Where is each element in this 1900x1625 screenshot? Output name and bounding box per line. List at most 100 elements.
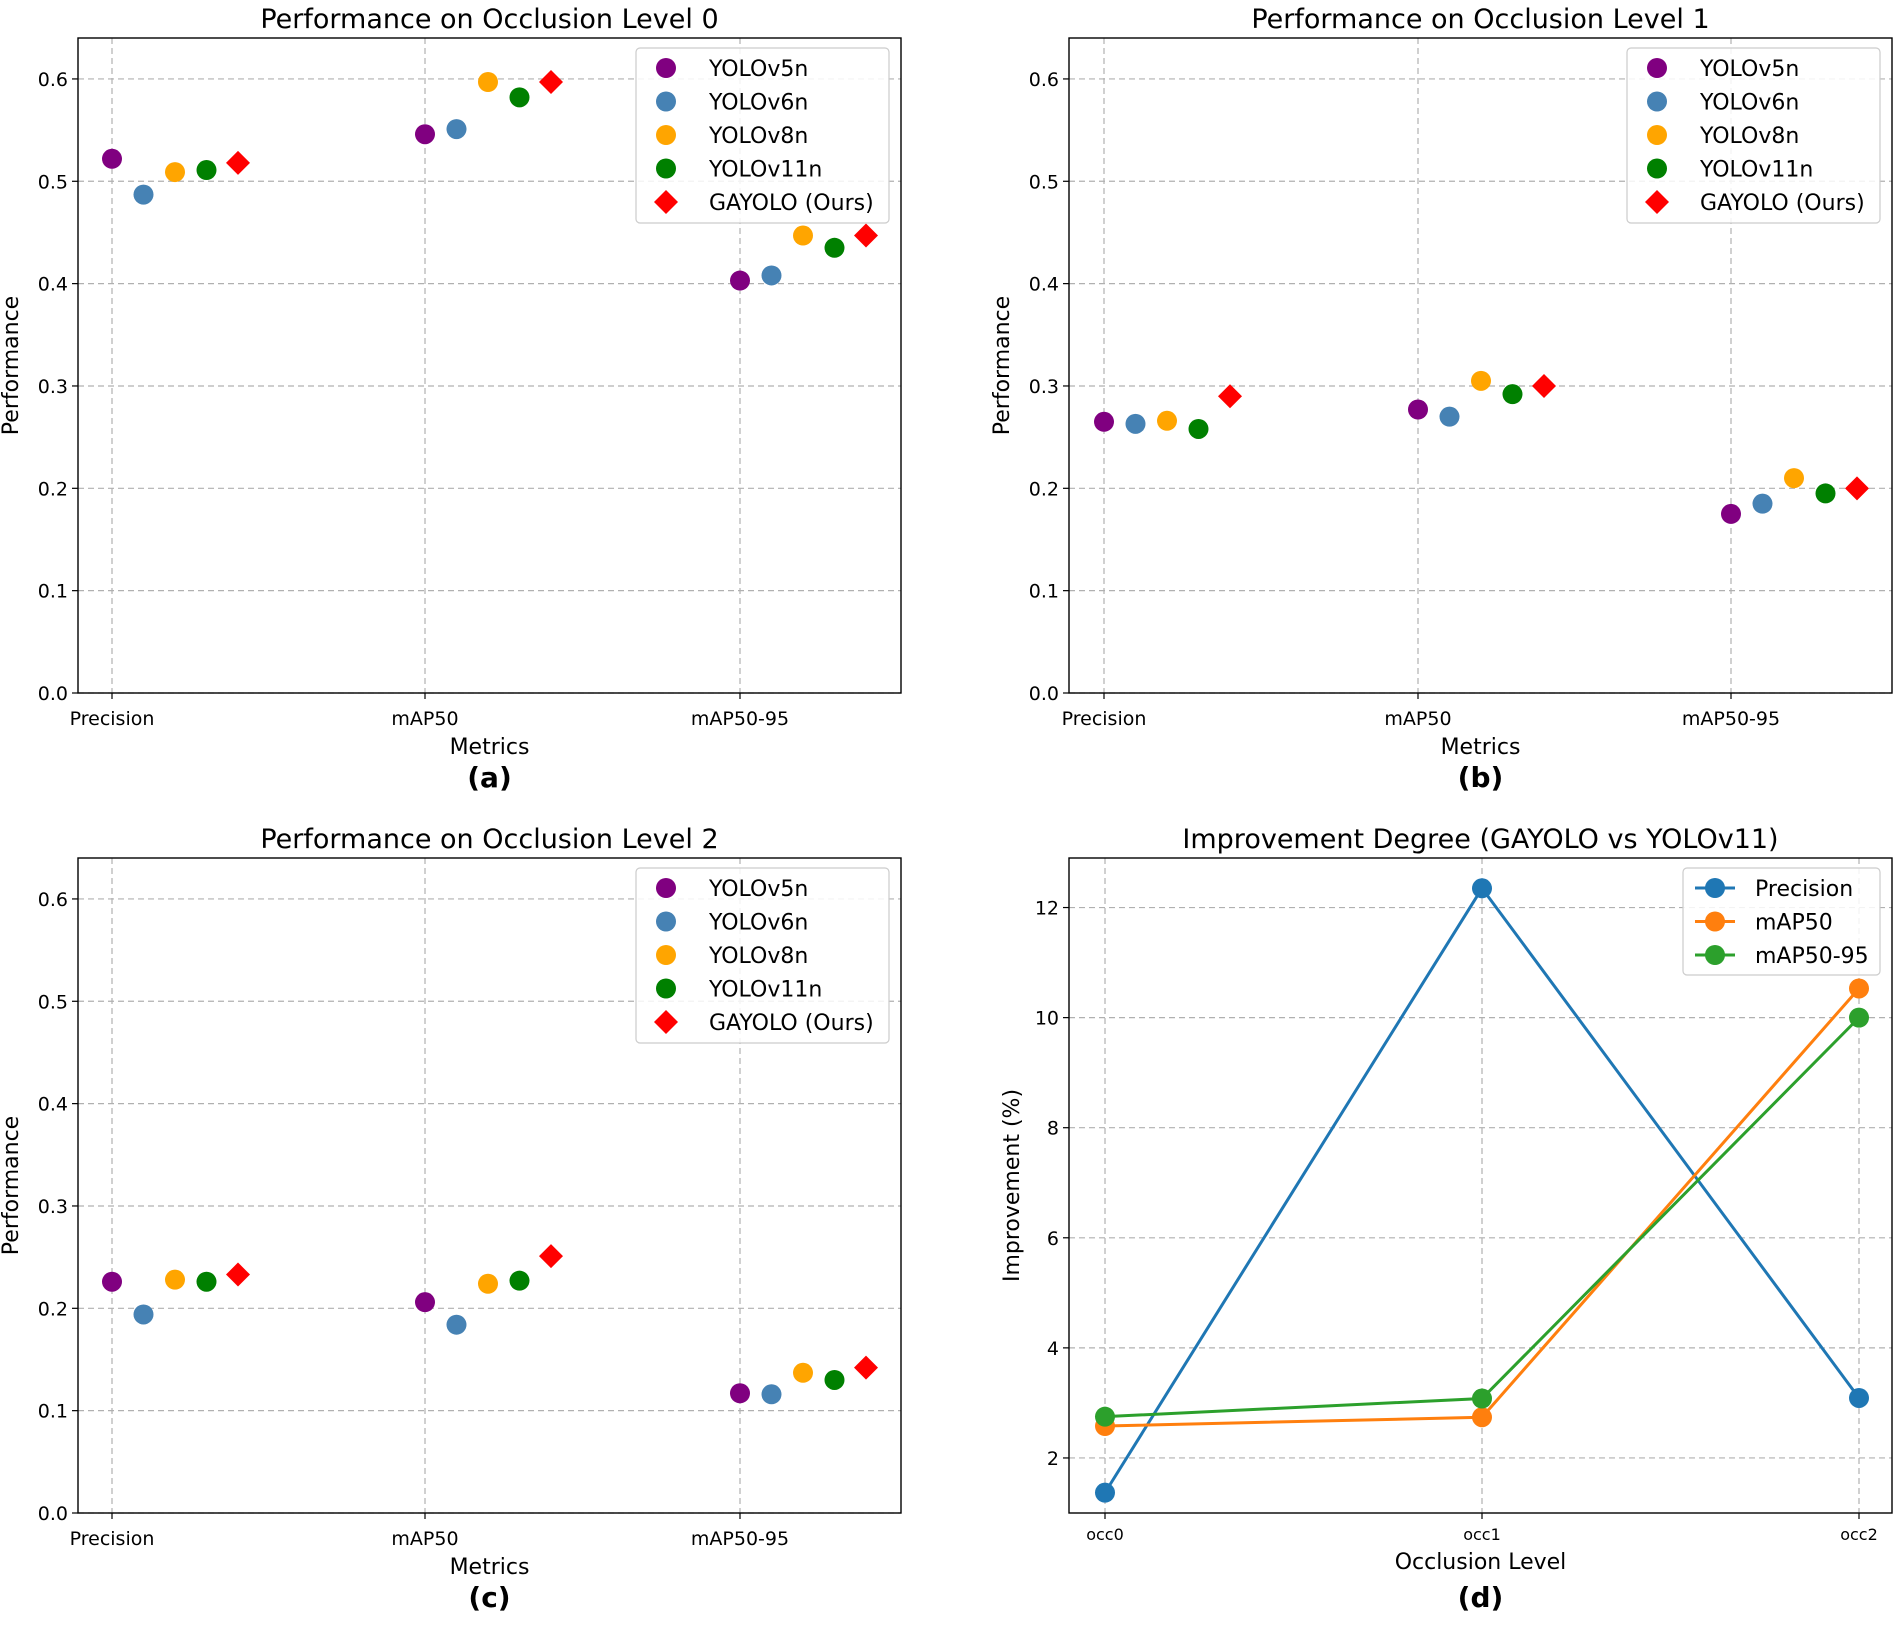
- point-yolov5n-map50: [415, 1292, 435, 1313]
- legend: YOLOv5n YOLOv6n YOLOv8n YOLOv11n GAYOLO (Our…: [1626, 47, 1881, 224]
- y-tick-label: 10: [1035, 1008, 1059, 1030]
- point-yolov5n-precision: [102, 148, 122, 169]
- plot-frame: [1068, 37, 1893, 694]
- legend-marker-yolov8n: [656, 125, 676, 145]
- point-yolov11n-precision: [196, 160, 217, 181]
- chart-title: Performance on Occlusion Level 0: [260, 4, 718, 35]
- subfigure-label: (b): [1458, 761, 1504, 794]
- legend-box: [1626, 47, 1881, 224]
- x-tick-label: mAP50-95: [1682, 708, 1780, 730]
- point-yolov11n-map50: [509, 87, 530, 108]
- legend-marker-yolov6n: [1647, 91, 1667, 112]
- legend-label: YOLOv6n: [1699, 91, 1799, 116]
- y-tick-label: 0.1: [38, 1401, 68, 1423]
- legend-marker-yolov5n: [1647, 58, 1667, 78]
- point-yolov8n-map50-95: [1784, 468, 1804, 489]
- legend-label: YOLOv5n: [708, 57, 808, 82]
- point-yolov8n-precision: [1157, 410, 1177, 431]
- y-axis-label: Improvement (%): [1000, 1089, 1025, 1282]
- point-map50-95-occ2: [1849, 1007, 1869, 1028]
- y-tick-label: 0.2: [38, 1298, 68, 1320]
- point-yolov11n-map50: [509, 1270, 530, 1291]
- legend-marker-yolov11n: [656, 158, 676, 179]
- y-axis-label: Performance: [0, 1116, 24, 1255]
- x-tick-label: mAP50-95: [691, 1528, 789, 1550]
- x-tick-label: Precision: [70, 708, 155, 730]
- y-tick-label: 4: [1047, 1338, 1059, 1360]
- x-tick-label: Precision: [70, 1528, 155, 1550]
- point-gayolo-map50: [1532, 373, 1556, 398]
- point-yolov5n-map50-95: [730, 1383, 750, 1404]
- y-tick-label: 0.3: [1029, 376, 1059, 398]
- legend-marker-gayolo: [654, 190, 678, 214]
- y-tick-label: 8: [1047, 1118, 1059, 1140]
- legend-label: YOLOv5n: [708, 877, 808, 902]
- legend-marker-yolov6n: [656, 911, 676, 932]
- subfigure-label: (c): [468, 1581, 510, 1614]
- y-axis-label: Performance: [0, 296, 24, 435]
- point-yolov6n-precision: [1125, 413, 1146, 434]
- point-gayolo-map50: [539, 1244, 563, 1269]
- point-gayolo-map50-95: [854, 223, 878, 248]
- y-tick-label: 2: [1047, 1448, 1059, 1470]
- legend-marker-yolov11n: [656, 978, 676, 999]
- point-gayolo-map50: [539, 70, 563, 95]
- legend-label: YOLOv8n: [708, 944, 808, 969]
- point-gayolo-precision: [226, 1262, 250, 1287]
- legend-label: YOLOv11n: [1699, 158, 1813, 183]
- legend-marker-yolov11n: [1647, 158, 1667, 179]
- point-yolov8n-precision: [165, 162, 185, 183]
- legend-marker-gayolo: [654, 1010, 678, 1034]
- legend: Precision mAP50 mAP50-95: [1682, 867, 1881, 976]
- point-map50-95-occ0: [1095, 1406, 1115, 1427]
- point-yolov8n-map50-95: [793, 1362, 813, 1383]
- point-gayolo-map50-95: [1845, 476, 1869, 501]
- legend-label: YOLOv5n: [1699, 57, 1799, 82]
- point-map50-95-occ1: [1472, 1388, 1492, 1409]
- plot-frame: [77, 37, 902, 694]
- point-yolov11n-map50: [1502, 384, 1523, 405]
- y-tick-label: 0.3: [38, 376, 68, 398]
- y-tick-label: 0.1: [38, 581, 68, 603]
- point-yolov5n-map50-95: [730, 270, 750, 291]
- legend-box: [635, 867, 890, 1044]
- legend-marker-gayolo: [1645, 190, 1669, 214]
- legend-marker-yolov8n: [1647, 125, 1667, 145]
- point-map50-occ1: [1472, 1407, 1492, 1428]
- x-tick-label: mAP50: [1384, 708, 1451, 730]
- point-yolov8n-map50-95: [793, 225, 813, 246]
- subfigure-label: (d): [1458, 1581, 1504, 1614]
- point-yolov6n-map50: [1439, 406, 1460, 427]
- plot-frame: [77, 857, 902, 1514]
- point-yolov6n-map50-95: [1752, 493, 1773, 514]
- point-yolov6n-map50: [446, 1314, 467, 1335]
- chart-title: Performance on Occlusion Level 2: [260, 824, 718, 855]
- legend-label: mAP50: [1755, 911, 1833, 936]
- x-tick-label: Precision: [1062, 708, 1147, 730]
- legend-label: mAP50-95: [1755, 944, 1869, 969]
- y-tick-label: 12: [1035, 898, 1059, 920]
- point-yolov5n-precision: [1094, 411, 1114, 432]
- point-yolov6n-map50: [446, 119, 467, 140]
- legend: YOLOv5n YOLOv6n YOLOv8n YOLOv11n GAYOLO (Our…: [635, 867, 890, 1044]
- point-precision-occ2: [1849, 1387, 1869, 1408]
- point-yolov11n-precision: [196, 1271, 217, 1292]
- legend-label: GAYOLO (Ours): [709, 191, 874, 216]
- x-axis-label: Metrics: [450, 1555, 530, 1580]
- panel-d: 2 4 6 8 10 12 occ0 occ1 occ2 Improvement Degree (…: [1000, 824, 1893, 1614]
- panel-a: 0.0 0.1 0.2 0.3 0.4 0.5 0.6 Precision mAP50 mAP50…: [0, 4, 902, 794]
- legend-marker-yolov5n: [656, 58, 676, 78]
- legend-box: [1682, 867, 1881, 976]
- y-tick-label: 0.6: [1029, 69, 1059, 91]
- point-yolov11n-map50-95: [824, 237, 845, 258]
- legend-label: GAYOLO (Ours): [1700, 191, 1865, 216]
- legend-box: [635, 47, 890, 224]
- legend-label: YOLOv11n: [708, 158, 822, 183]
- legend-label: YOLOv8n: [708, 124, 808, 149]
- y-tick-label: 0.5: [38, 991, 68, 1013]
- point-gayolo-precision: [1218, 384, 1242, 409]
- legend-label: GAYOLO (Ours): [709, 1011, 874, 1036]
- y-axis-label: Performance: [990, 296, 1015, 435]
- point-yolov5n-map50: [415, 124, 435, 145]
- y-tick-label: 6: [1047, 1228, 1059, 1250]
